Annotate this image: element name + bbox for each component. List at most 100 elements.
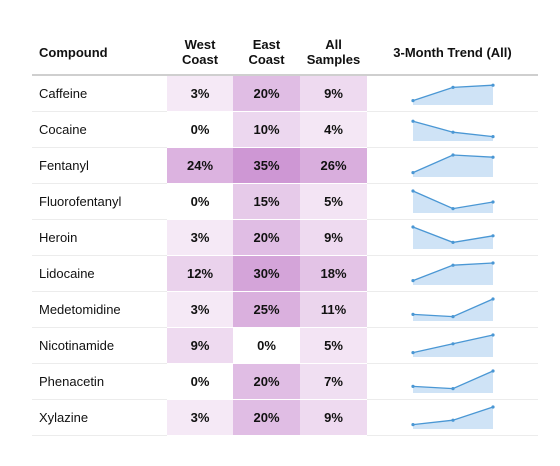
sparkline-area xyxy=(412,120,493,141)
sparkline-point xyxy=(490,155,495,159)
compound-name: Fluorofentanyl xyxy=(32,183,167,220)
trend-cell xyxy=(367,363,538,400)
sparkline xyxy=(410,119,495,141)
table-row: Xylazine 3% 20% 9% xyxy=(32,399,538,436)
east-coast-value: 20% xyxy=(233,399,300,436)
east-coast-value: 15% xyxy=(233,183,300,220)
sparkline-point xyxy=(450,130,455,134)
table-row: Cocaine 0% 10% 4% xyxy=(32,111,538,148)
trend-cell xyxy=(367,327,538,364)
compound-name: Fentanyl xyxy=(32,147,167,184)
west-coast-value: 3% xyxy=(167,291,233,328)
sparkline-point xyxy=(490,260,495,265)
east-coast-value: 20% xyxy=(233,219,300,256)
compound-name: Nicotinamide xyxy=(32,327,167,364)
sparkline xyxy=(410,296,495,321)
header-east-coast: East Coast xyxy=(248,37,285,67)
sparkline-point xyxy=(410,119,415,123)
sparkline xyxy=(410,368,495,393)
west-coast-value: 9% xyxy=(167,327,233,364)
west-coast-value: 3% xyxy=(167,219,233,256)
sparkline-point xyxy=(450,263,455,267)
sparkline-point xyxy=(410,170,415,174)
west-coast-value: 12% xyxy=(167,255,233,292)
west-coast-value: 0% xyxy=(167,363,233,400)
sparkline-point xyxy=(450,85,455,89)
all-samples-value: 9% xyxy=(300,399,367,436)
header-west-coast: West Coast xyxy=(181,37,219,67)
trend-cell xyxy=(367,291,538,328)
table-row: Lidocaine 12% 30% 18% xyxy=(32,255,538,292)
west-coast-value: 3% xyxy=(167,75,233,112)
header-all-samples: All Samples xyxy=(306,37,361,67)
table-row: Nicotinamide 9% 0% 5% xyxy=(32,327,538,364)
sparkline-area xyxy=(412,226,493,249)
all-samples-value: 9% xyxy=(300,219,367,256)
sparkline-point xyxy=(410,350,415,354)
sparkline-point xyxy=(490,368,495,373)
west-coast-value: 0% xyxy=(167,111,233,148)
sparkline-area xyxy=(412,190,493,213)
sparkline-point xyxy=(450,152,455,157)
all-samples-value: 5% xyxy=(300,327,367,364)
sparkline-point xyxy=(490,404,495,409)
sparkline-point xyxy=(490,332,495,337)
sparkline xyxy=(410,224,495,249)
table-row: Phenacetin 0% 20% 7% xyxy=(32,363,538,400)
sparkline xyxy=(410,188,495,213)
east-coast-value: 10% xyxy=(233,111,300,148)
header-row: Compound West Coast East Coast All Sampl… xyxy=(32,30,538,75)
prevalence-table: Compound West Coast East Coast All Sampl… xyxy=(32,30,538,436)
trend-cell xyxy=(367,183,538,220)
compound-name: Xylazine xyxy=(32,399,167,436)
compound-name: Cocaine xyxy=(32,111,167,148)
all-samples-value: 4% xyxy=(300,111,367,148)
sparkline-point xyxy=(450,386,455,390)
sparkline-point xyxy=(490,83,495,87)
compound-name: Phenacetin xyxy=(32,363,167,400)
compound-name: Lidocaine xyxy=(32,255,167,292)
west-coast-value: 24% xyxy=(167,147,233,184)
sparkline-area xyxy=(412,84,493,105)
east-coast-value: 20% xyxy=(233,75,300,112)
sparkline xyxy=(410,332,495,357)
sparkline-point xyxy=(450,418,455,422)
compound-name: Caffeine xyxy=(32,75,167,112)
sparkline xyxy=(410,260,495,285)
sparkline-point xyxy=(450,206,455,210)
sparkline-point xyxy=(410,188,415,193)
sparkline-area xyxy=(412,334,493,357)
east-coast-value: 20% xyxy=(233,363,300,400)
sparkline-point xyxy=(490,233,495,237)
west-coast-value: 3% xyxy=(167,399,233,436)
east-coast-value: 30% xyxy=(233,255,300,292)
compound-name: Heroin xyxy=(32,219,167,256)
east-coast-value: 25% xyxy=(233,291,300,328)
west-coast-value: 0% xyxy=(167,183,233,220)
sparkline-point xyxy=(490,134,495,138)
sparkline xyxy=(410,83,495,105)
trend-cell xyxy=(367,75,538,112)
trend-cell xyxy=(367,111,538,148)
table-row: Fentanyl 24% 35% 26% xyxy=(32,147,538,184)
all-samples-value: 9% xyxy=(300,75,367,112)
compound-name: Medetomidine xyxy=(32,291,167,328)
sparkline-area xyxy=(412,406,493,429)
header-trend: 3-Month Trend (All) xyxy=(393,44,512,60)
trend-cell xyxy=(367,147,538,184)
trend-cell xyxy=(367,219,538,256)
sparkline-point xyxy=(490,199,495,204)
table-body: Caffeine 3% 20% 9% Cocaine 0% 10% 4% Fentanyl 24%… xyxy=(32,75,538,436)
header-compound: Compound xyxy=(39,44,108,60)
table-row: Fluorofentanyl 0% 15% 5% xyxy=(32,183,538,220)
sparkline-point xyxy=(490,296,495,301)
trend-cell xyxy=(367,399,538,436)
sparkline-area xyxy=(412,262,493,285)
table-container: Compound West Coast East Coast All Sampl… xyxy=(32,30,538,436)
sparkline-point xyxy=(410,98,415,102)
sparkline-point xyxy=(410,278,415,282)
sparkline-point xyxy=(410,422,415,426)
sparkline-point xyxy=(410,384,415,388)
all-samples-value: 7% xyxy=(300,363,367,400)
table-row: Medetomidine 3% 25% 11% xyxy=(32,291,538,328)
